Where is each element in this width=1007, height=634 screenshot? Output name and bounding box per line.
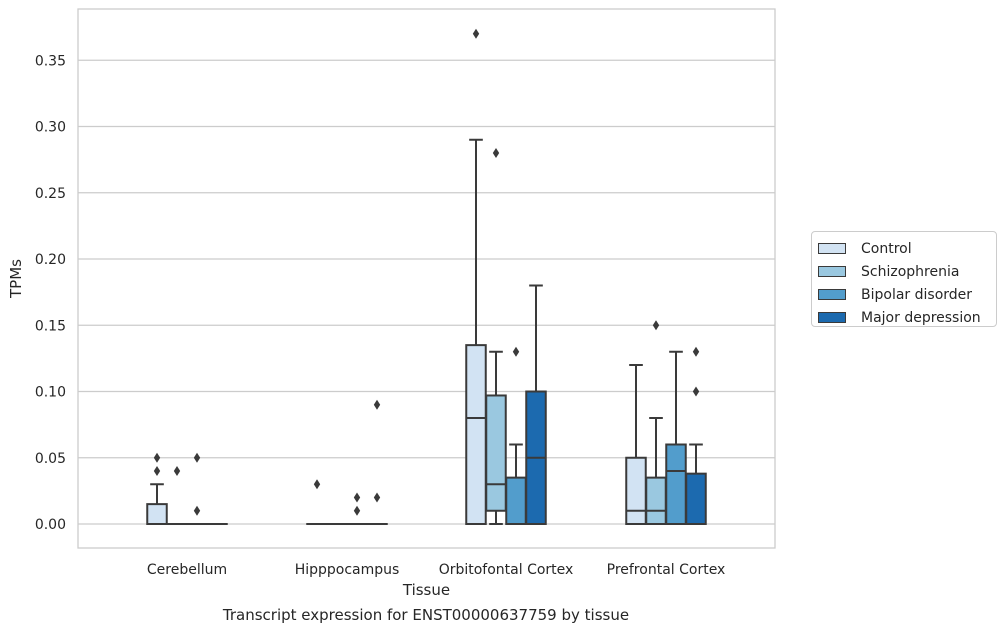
x-tick-label: Orbitofontal Cortex [439,562,574,578]
outlier-point [472,28,480,39]
plot-frame [77,8,776,549]
y-tick-label: 0.30 [35,120,66,136]
legend-swatch [818,266,846,277]
box [465,344,487,525]
legend-item: Schizophrenia [818,260,996,283]
legend: Control Schizophrenia Bipolar disorder Majo… [811,231,997,327]
y-tick-label: 0.35 [35,53,66,69]
outlier-point [652,320,660,331]
box-plot [525,284,547,525]
legend-swatch [818,243,846,254]
outlier-point [313,479,321,490]
y-tick-label: 0.00 [35,517,66,533]
box-plot [665,350,687,525]
legend-swatch [818,289,846,300]
box [685,472,707,525]
box [505,476,527,525]
box [146,503,168,525]
box-plot [306,479,328,526]
x-axis-label: Tissue [402,581,450,599]
outlier-point [353,492,361,503]
outlier-point [373,492,381,503]
x-tick-label: Hipppocampus [295,562,400,578]
box-plot [465,28,487,525]
outlier-point [373,399,381,410]
box-plot [146,452,168,525]
x-tick-label: Cerebellum [147,562,227,578]
box-plot [366,399,388,526]
box-plot [645,320,667,525]
outlier-point [512,346,520,357]
legend-item: Control [818,237,996,260]
legend-item: Bipolar disorder [818,283,996,306]
legend-label: Bipolar disorder [861,286,973,303]
legend-item: Major depression [818,306,996,329]
legend-swatch [818,312,846,323]
outlier-point [153,452,161,463]
box [485,394,507,512]
outlier-point [193,452,201,463]
outlier-point [193,505,201,516]
y-axis-label: TPMs [7,259,25,299]
outlier-point [353,505,361,516]
y-tick-label: 0.10 [35,385,66,401]
box-plot [166,466,188,526]
outlier-point [173,466,181,476]
figure-caption: Transcript expression for ENST0000063775… [222,606,630,624]
box-plot [505,346,527,525]
outlier-point [153,466,161,476]
x-tick-label: Prefrontal Cortex [607,562,726,578]
y-tick-label: 0.15 [35,318,66,334]
y-tick-label: 0.05 [35,451,66,467]
box-plot [625,364,647,525]
box-plot [685,346,707,525]
box-plot [485,148,507,525]
y-tick-label: 0.25 [35,186,66,202]
box-plots [146,28,707,526]
legend-label: Major depression [861,309,981,326]
box-plot [346,492,368,526]
legend-label: Schizophrenia [861,263,960,280]
box [665,443,687,525]
box-plot [186,452,208,526]
outlier-point [492,148,500,158]
box [645,476,667,525]
box [625,456,647,525]
outlier-point [692,346,700,357]
y-tick-label: 0.20 [35,252,66,268]
tick-labels: 0.00 0.05 0.10 0.15 0.20 0.25 0.30 0.35 Cerebell… [35,53,726,578]
outlier-point [692,386,700,397]
legend-label: Control [861,240,912,257]
